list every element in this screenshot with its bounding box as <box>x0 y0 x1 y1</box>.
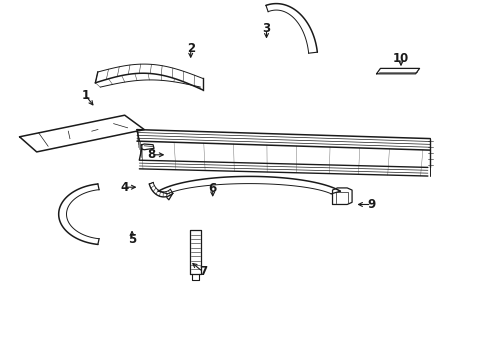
Text: 5: 5 <box>128 233 136 246</box>
Text: 4: 4 <box>121 181 128 194</box>
Text: 3: 3 <box>262 22 270 35</box>
Text: 6: 6 <box>208 183 216 195</box>
Text: 10: 10 <box>392 52 408 65</box>
Text: 9: 9 <box>367 198 375 211</box>
Text: 7: 7 <box>199 265 206 278</box>
Text: 2: 2 <box>186 42 194 55</box>
Text: 1: 1 <box>81 89 89 102</box>
Text: 8: 8 <box>147 148 155 161</box>
